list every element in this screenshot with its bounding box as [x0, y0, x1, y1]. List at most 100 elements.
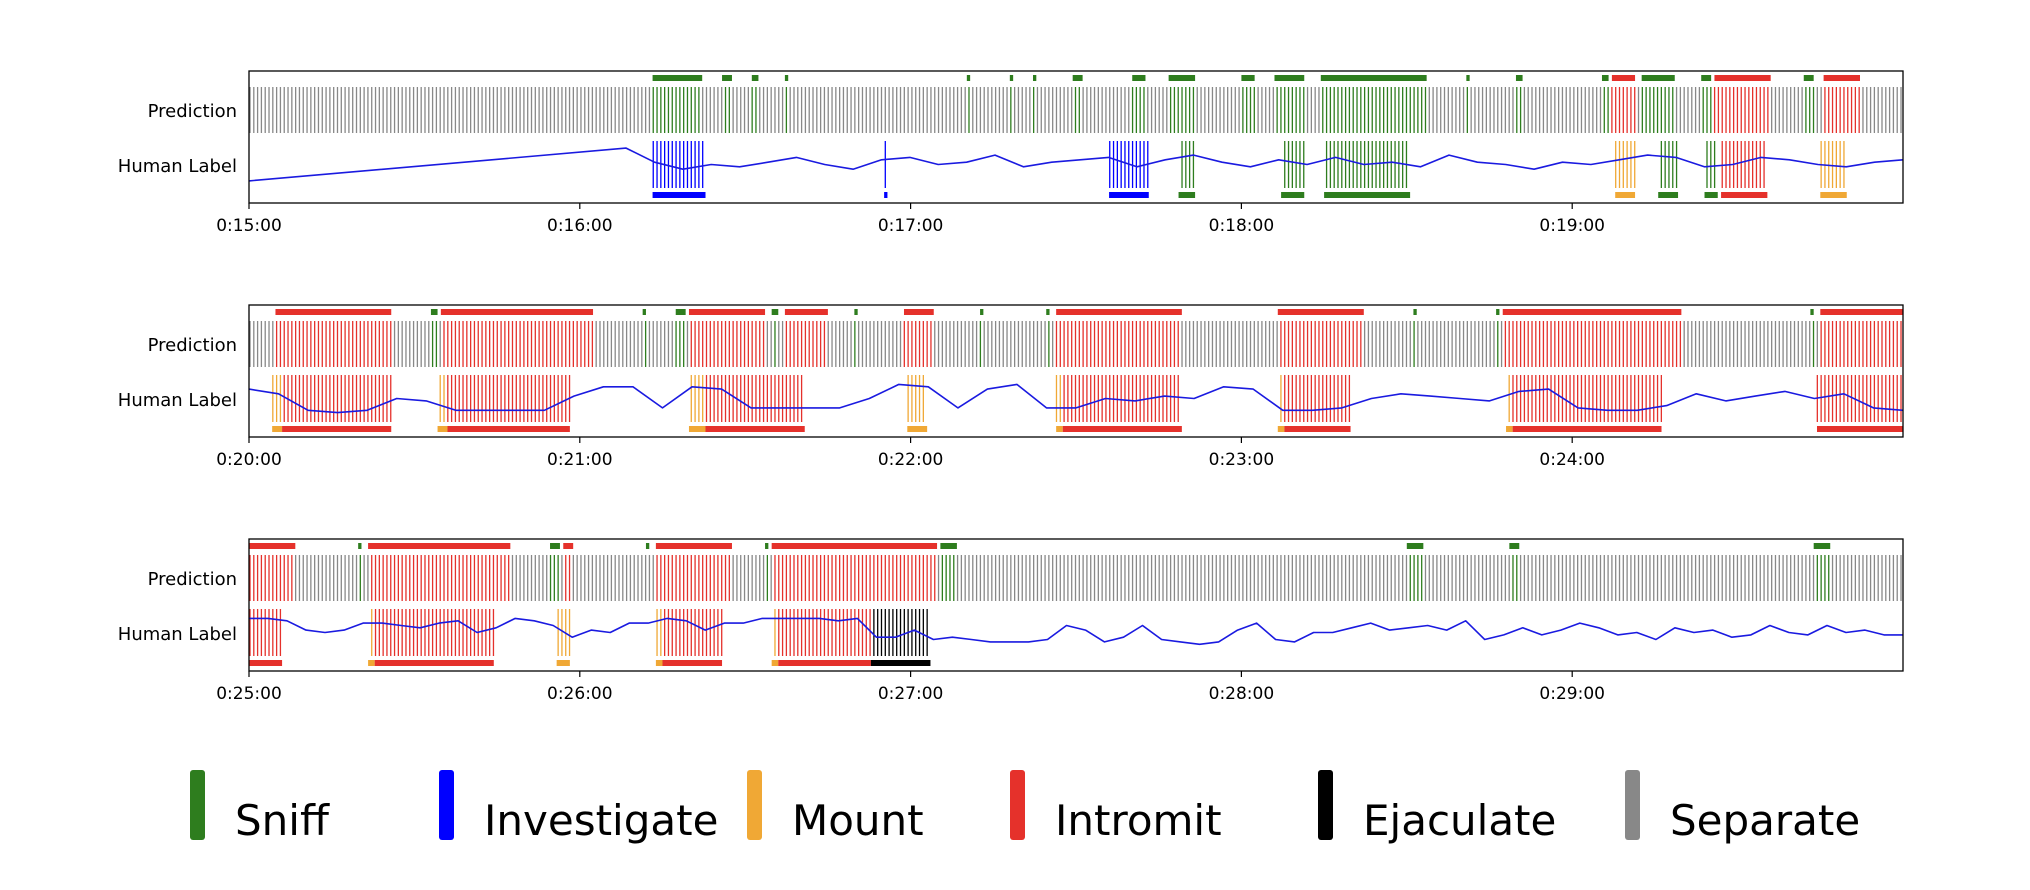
legend-swatch: [747, 770, 762, 840]
label-segment-bar: [1820, 192, 1847, 198]
axes-frame: [248, 304, 1904, 438]
prediction-segment-bar: [1413, 309, 1417, 315]
label-segment-bar: [272, 426, 283, 432]
prediction-segment-bar: [1515, 75, 1523, 81]
prediction-segment-bar: [1611, 75, 1636, 81]
legend-label: Intromit: [1055, 796, 1222, 845]
label-segment-bar: [655, 660, 663, 666]
label-segment-bar: [374, 660, 494, 666]
prediction-segment-bar: [1502, 309, 1682, 315]
label-segment-bar: [705, 426, 805, 432]
x-tick-label: 0:22:00: [878, 450, 944, 470]
label-segment-bar: [1109, 192, 1149, 198]
prediction-segment-bar: [1509, 543, 1520, 549]
label-segment-bar: [249, 660, 283, 666]
label-segment-bar: [1284, 426, 1351, 432]
panel-3: Prediction Human Label 0:25:00 0:26:00 0:27:…: [118, 538, 1904, 704]
prediction-segment-bar: [751, 75, 759, 81]
label-segment-bar: [282, 426, 392, 432]
prediction-row: [249, 87, 1902, 133]
prediction-segment-bar: [1714, 75, 1771, 81]
prediction-segment-bar: [645, 543, 650, 549]
x-tick-label: 0:15:00: [216, 216, 282, 236]
prediction-segment-bar: [1046, 309, 1050, 315]
legend-label: Ejaculate: [1363, 796, 1556, 845]
label-segment-bar: [556, 660, 570, 666]
legend-swatch: [439, 770, 454, 840]
label-segment-bar: [870, 660, 931, 666]
x-tick-label: 0:19:00: [1539, 216, 1605, 236]
row-label-human: Human Label: [118, 390, 237, 411]
prediction-segment-bar: [1496, 309, 1500, 315]
prediction-segment-bar: [688, 309, 766, 315]
label-segment-bar: [1512, 426, 1662, 432]
label-segment-bar: [1056, 426, 1063, 432]
prediction-segment-bar: [1072, 75, 1083, 81]
prediction-segment-bar: [1803, 75, 1814, 81]
label-segment-bar: [1816, 426, 1903, 432]
prediction-segment-bar: [655, 543, 732, 549]
legend-item-investigate: Investigate: [439, 770, 718, 845]
label-segment-bar: [1721, 192, 1768, 198]
label-segment-bar: [1277, 426, 1285, 432]
x-tick-label: 0:24:00: [1539, 450, 1605, 470]
prediction-row: [249, 555, 1902, 601]
timeline-panels: Prediction Human Label 0:15:00 0:16:00 0:17:…: [118, 70, 1904, 704]
x-tick-label: 0:20:00: [216, 450, 282, 470]
panel-2: Prediction Human Label 0:20:00 0:21:00 0:22:…: [118, 304, 1904, 470]
prediction-segment-bar: [1641, 75, 1675, 81]
x-tick-label: 0:21:00: [547, 450, 613, 470]
x-tick-label: 0:26:00: [547, 684, 613, 704]
prediction-segment-bar: [903, 309, 934, 315]
prediction-segment-bar: [368, 543, 511, 549]
legend-label: Mount: [792, 796, 924, 845]
prediction-segment-bar: [1701, 75, 1712, 81]
label-segment-bar: [1178, 192, 1196, 198]
row-label-prediction: Prediction: [148, 335, 237, 356]
legend-item-intromit: Intromit: [1010, 770, 1222, 845]
human-label-row: [249, 609, 928, 656]
prediction-segment-bar: [642, 309, 646, 315]
label-segment-bar: [447, 426, 570, 432]
x-tick-label: 0:17:00: [878, 216, 944, 236]
prediction-segment-bar: [765, 543, 769, 549]
x-tick-label: 0:29:00: [1539, 684, 1605, 704]
prediction-segment-bar: [1132, 75, 1146, 81]
prediction-segment-bar: [563, 543, 574, 549]
prediction-segment-bar: [1406, 543, 1424, 549]
prediction-segment-bar: [249, 543, 296, 549]
axes-frame: [248, 538, 1904, 672]
prediction-segment-bar: [940, 543, 957, 549]
label-segment-bar: [368, 660, 375, 666]
legend-label: Separate: [1670, 796, 1860, 845]
x-tick-label: 0:27:00: [878, 684, 944, 704]
prediction-segment-bar: [1820, 309, 1903, 315]
row-label-prediction: Prediction: [148, 101, 237, 122]
row-label-prediction: Prediction: [148, 569, 237, 590]
row-label-human: Human Label: [118, 624, 237, 645]
prediction-segment-bar: [784, 309, 828, 315]
label-segment-bar: [1704, 192, 1718, 198]
prediction-segment-bar: [1274, 75, 1305, 81]
label-segment-bar: [652, 192, 706, 198]
label-segment-bar: [1281, 192, 1305, 198]
prediction-segment-bar: [1823, 75, 1860, 81]
prediction-segment-bar: [275, 309, 392, 315]
prediction-segment-bar: [966, 75, 971, 81]
legend-swatch: [1010, 770, 1025, 840]
prediction-segment-bar: [1241, 75, 1255, 81]
label-segment-bar: [771, 660, 779, 666]
legend-item-mount: Mount: [747, 770, 924, 845]
legend-item-sniff: Sniff: [190, 770, 330, 845]
x-tick-label: 0:18:00: [1209, 216, 1275, 236]
prediction-segment-bar: [675, 309, 686, 315]
legend: Sniff Investigate Mount Intromit Ejaculate Se…: [190, 770, 1860, 845]
label-segment-bar: [1062, 426, 1182, 432]
prediction-segment-bar: [358, 543, 362, 549]
x-tick-label: 0:25:00: [216, 684, 282, 704]
legend-swatch: [1625, 770, 1640, 840]
label-segment-bar: [884, 192, 888, 198]
prediction-segment-bar: [771, 309, 779, 315]
prediction-segment-bar: [1320, 75, 1427, 81]
prediction-segment-bar: [440, 309, 594, 315]
